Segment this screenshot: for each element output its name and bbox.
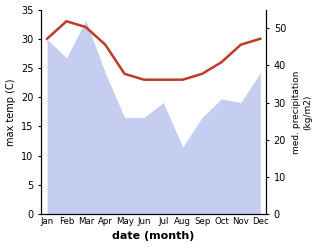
Y-axis label: med. precipitation
(kg/m2): med. precipitation (kg/m2) — [292, 70, 313, 154]
Y-axis label: max temp (C): max temp (C) — [5, 78, 16, 145]
X-axis label: date (month): date (month) — [113, 231, 195, 242]
